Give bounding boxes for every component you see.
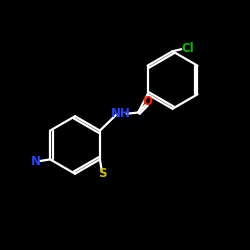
Text: NH: NH — [111, 107, 131, 120]
Text: S: S — [98, 167, 107, 179]
Text: Cl: Cl — [181, 42, 194, 55]
Text: O: O — [142, 95, 152, 108]
Text: N: N — [31, 155, 41, 168]
